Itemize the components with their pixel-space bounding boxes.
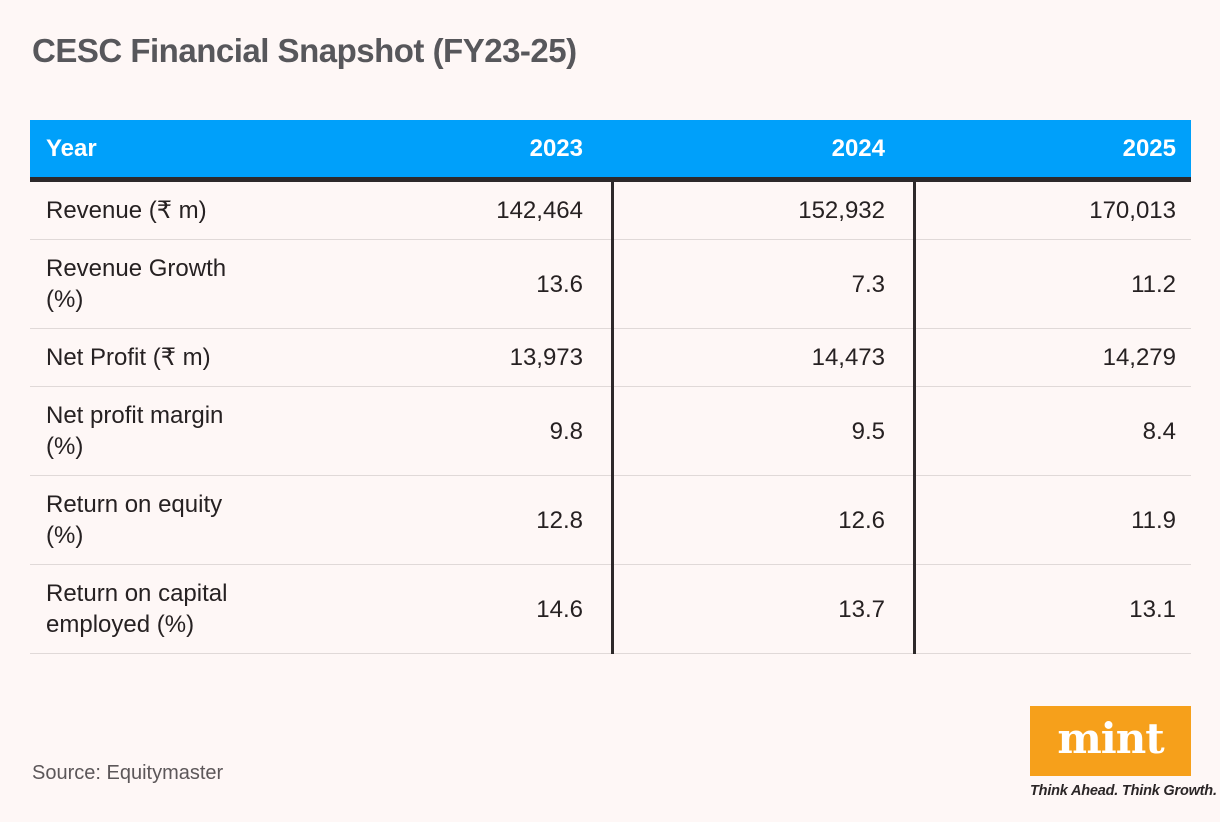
- value-2025: 11.2: [1131, 270, 1176, 298]
- table-row-return-on-equity: Return on equity (%) 12.8 12.6 11.9: [30, 476, 1191, 565]
- mint-tagline: Think Ahead. Think Growth.: [1030, 783, 1217, 799]
- value-2023: 14.6: [536, 595, 583, 623]
- header-cell-2024: 2024: [831, 134, 885, 162]
- value-2024: 9.5: [851, 417, 885, 445]
- table-row-revenue: Revenue (₹ m) 142,464 152,932 170,013: [30, 182, 1191, 240]
- value-2024: 12.6: [838, 506, 885, 534]
- row-label: Return on equity (%): [46, 491, 223, 549]
- source-note: Source: Equitymaster: [32, 762, 224, 784]
- value-2024: 14,473: [811, 344, 885, 371]
- header-cell-2025: 2025: [1122, 134, 1176, 162]
- table-row-net-profit-margin: Net profit margin (%) 9.8 9.5 8.4: [30, 387, 1191, 476]
- value-2025: 14,279: [1102, 344, 1176, 371]
- value-2024: 152,932: [798, 197, 885, 224]
- mint-wordmark: mint: [1057, 713, 1164, 763]
- financial-table: Year 2023 2024 2025 Revenue (₹ m) 142,46…: [30, 120, 1191, 654]
- table-row-revenue-growth: Revenue Growth (%) 13.6 7.3 11.2: [30, 240, 1191, 329]
- table-body: Revenue (₹ m) 142,464 152,932 170,013 Re…: [30, 182, 1191, 654]
- column-divider-2023-2024: [611, 182, 614, 654]
- value-2025: 11.9: [1131, 506, 1176, 534]
- value-2023: 9.8: [549, 417, 583, 445]
- row-label: Revenue Growth (%): [46, 255, 227, 313]
- table-row-net-profit: Net Profit (₹ m) 13,973 14,473 14,279: [30, 329, 1191, 387]
- value-2025: 170,013: [1089, 197, 1176, 224]
- value-2024: 7.3: [851, 270, 885, 298]
- row-label: Net Profit (₹ m): [46, 344, 211, 371]
- row-label: Revenue (₹ m): [46, 197, 207, 224]
- value-2023: 142,464: [496, 197, 583, 224]
- page-title: CESC Financial Snapshot (FY23-25): [32, 32, 577, 69]
- value-2025: 13.1: [1129, 595, 1176, 623]
- value-2023: 13.6: [536, 270, 583, 298]
- row-label: Return on capital employed (%): [46, 580, 228, 638]
- mint-logo-box: mint: [1030, 706, 1191, 776]
- header-cell-year: Year: [46, 134, 97, 162]
- table-header-row: Year 2023 2024 2025: [30, 120, 1191, 182]
- header-cell-2023: 2023: [529, 134, 583, 162]
- value-2023: 13,973: [509, 344, 583, 371]
- row-label: Net profit margin (%): [46, 402, 224, 460]
- value-2025: 8.4: [1142, 417, 1176, 445]
- column-divider-2024-2025: [913, 182, 916, 654]
- mint-logo: mint Think Ahead. Think Growth.: [1030, 706, 1217, 799]
- table-row-return-on-capital-employed: Return on capital employed (%) 14.6 13.7…: [30, 565, 1191, 654]
- value-2024: 13.7: [838, 595, 885, 623]
- value-2023: 12.8: [536, 506, 583, 534]
